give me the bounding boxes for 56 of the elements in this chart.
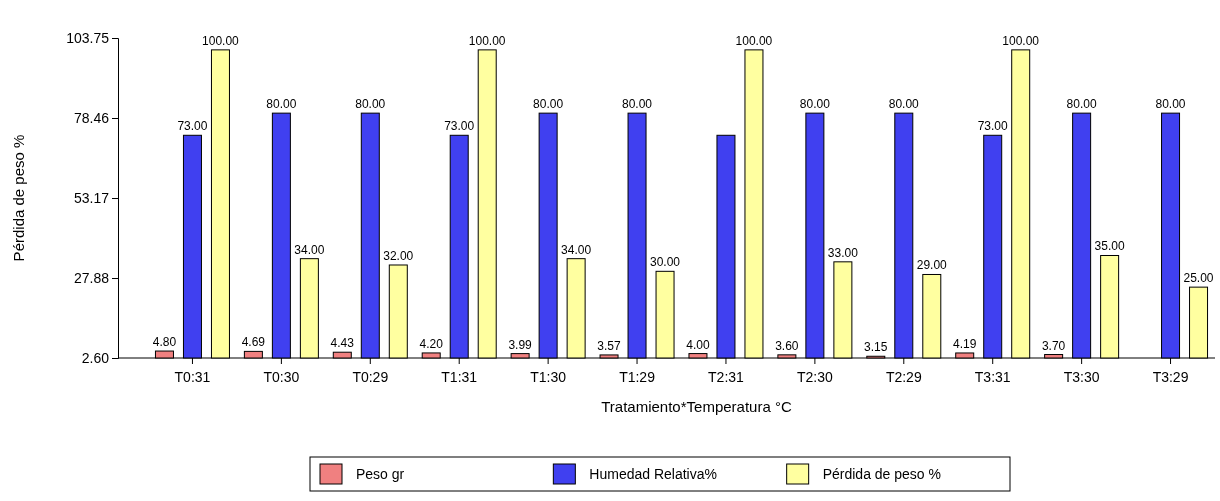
data-label: 3.60 xyxy=(775,338,799,353)
y-tick-label: 2.60 xyxy=(81,349,110,366)
x-tick-label: T3:30 xyxy=(1063,369,1100,386)
x-tick-label: T3:29 xyxy=(1152,369,1189,386)
y-tick-label: 78.46 xyxy=(73,109,110,126)
x-tick-label: T2:30 xyxy=(796,369,833,386)
x-tick-label: T2:29 xyxy=(885,369,922,386)
data-label: 34.00 xyxy=(294,242,325,257)
data-label: 4.43 xyxy=(330,336,355,351)
data-label: 80.00 xyxy=(799,97,831,112)
data-label: 80.00 xyxy=(1155,97,1186,112)
data-label: 3.15 xyxy=(864,340,888,355)
data-label: 3.57 xyxy=(597,338,622,353)
legend-label: Pérdida de peso % xyxy=(822,466,941,482)
data-label: 33.00 xyxy=(827,245,859,260)
x-tick-label: T1:31 xyxy=(441,369,478,386)
y-tick-label: 27.88 xyxy=(73,270,110,286)
data-label: 100.00 xyxy=(735,33,773,48)
data-label: 80.00 xyxy=(888,97,920,112)
data-label: 35.00 xyxy=(1094,239,1125,254)
y-axis-title: Pérdida de peso % xyxy=(10,134,27,262)
y-tick-label: 103.75 xyxy=(66,29,110,46)
data-label: 100.00 xyxy=(202,33,240,48)
data-label: 80.00 xyxy=(355,97,386,112)
data-label: 100.00 xyxy=(1002,33,1040,48)
x-tick-label: T3:31 xyxy=(974,369,1011,386)
x-tick-label: T0:31 xyxy=(174,369,211,386)
x-tick-label: T1:29 xyxy=(619,369,656,386)
data-label: 32.00 xyxy=(383,248,414,263)
data-label: 4.80 xyxy=(152,335,177,350)
legend-label: Humedad Relativa% xyxy=(589,466,717,482)
data-label: 80.00 xyxy=(533,97,564,112)
y-tick-label: 53.17 xyxy=(73,190,110,206)
data-label: 4.20 xyxy=(419,336,444,351)
x-tick-label: T0:30 xyxy=(263,369,300,386)
data-label: 80.00 xyxy=(266,97,297,112)
x-axis-title: Tratamiento*Temperatura °C xyxy=(601,398,792,415)
data-label: 3.99 xyxy=(508,337,533,352)
x-tick-label: T0:29 xyxy=(352,369,389,386)
data-label: 80.00 xyxy=(622,97,653,112)
data-label: 4.19 xyxy=(953,336,977,351)
x-tick-label: T2:31 xyxy=(708,369,745,386)
data-label: 4.00 xyxy=(686,337,710,352)
data-label: 34.00 xyxy=(561,242,592,257)
data-label: 73.00 xyxy=(977,119,1009,134)
data-label: 73.00 xyxy=(177,119,208,134)
data-label: 3.70 xyxy=(1041,338,1066,353)
data-label: 30.00 xyxy=(650,255,681,270)
data-label: 29.00 xyxy=(916,258,948,273)
data-label: 25.00 xyxy=(1183,271,1214,286)
data-label: 4.69 xyxy=(241,335,266,350)
data-label: 80.00 xyxy=(1066,97,1097,112)
data-label: 100.00 xyxy=(468,33,506,48)
data-label: 73.00 xyxy=(444,119,475,134)
x-tick-label: T1:30 xyxy=(530,369,567,386)
legend-label: Peso gr xyxy=(356,466,405,482)
